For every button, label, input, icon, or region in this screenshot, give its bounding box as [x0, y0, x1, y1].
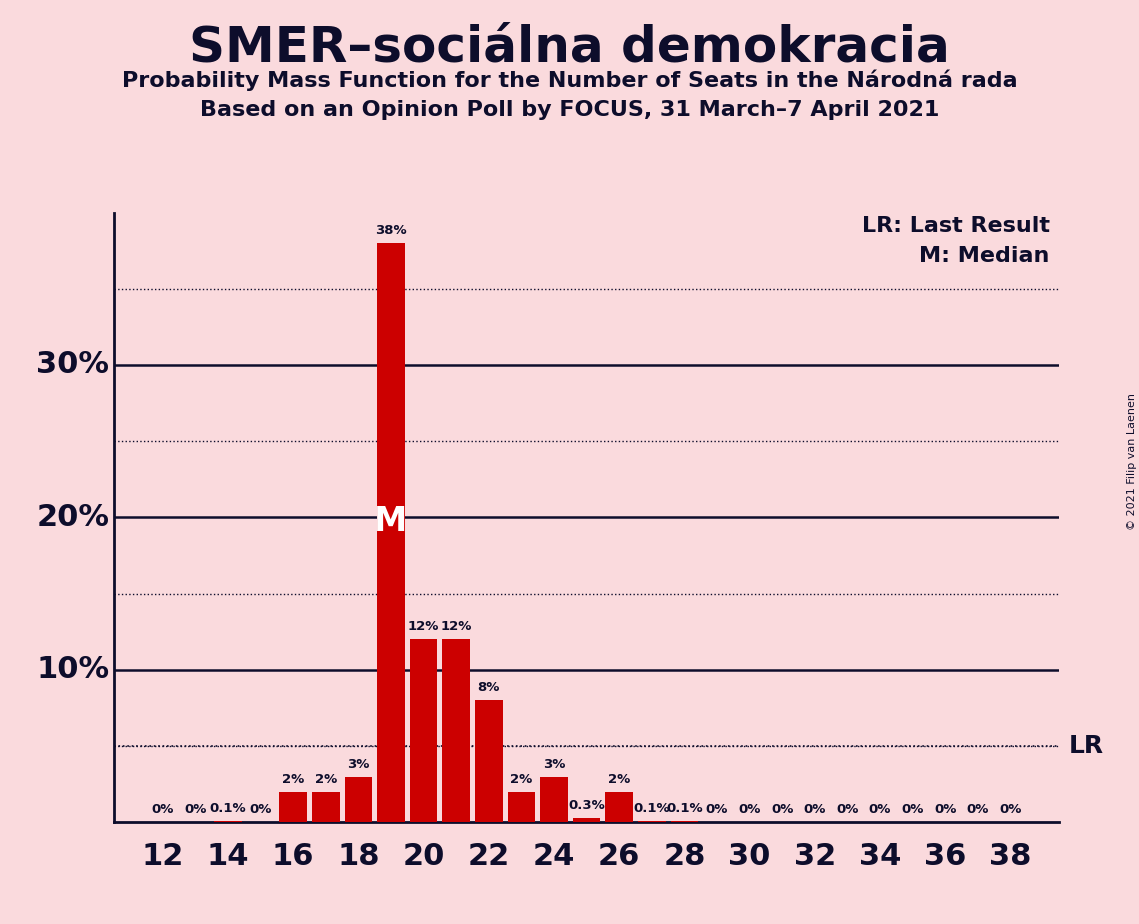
- Bar: [442, 639, 470, 822]
- Text: SMER–sociálna demokracia: SMER–sociálna demokracia: [189, 23, 950, 71]
- Text: Based on an Opinion Poll by FOCUS, 31 March–7 April 2021: Based on an Opinion Poll by FOCUS, 31 Ma…: [199, 100, 940, 120]
- Bar: [573, 818, 600, 822]
- Text: 0%: 0%: [151, 803, 174, 816]
- Text: 2%: 2%: [510, 772, 533, 785]
- Bar: [638, 821, 665, 822]
- Text: LR: Last Result: LR: Last Result: [862, 215, 1050, 236]
- Bar: [312, 792, 339, 822]
- Text: 8%: 8%: [477, 681, 500, 694]
- Bar: [605, 792, 633, 822]
- Text: 2%: 2%: [314, 772, 337, 785]
- Text: 0%: 0%: [771, 803, 794, 816]
- Text: 0.1%: 0.1%: [210, 802, 246, 815]
- Text: 0%: 0%: [804, 803, 826, 816]
- Text: 12%: 12%: [408, 620, 440, 633]
- Text: 0%: 0%: [706, 803, 728, 816]
- Text: 0%: 0%: [934, 803, 957, 816]
- Text: LR: LR: [1068, 735, 1104, 758]
- Text: 3%: 3%: [347, 758, 369, 771]
- Bar: [540, 776, 568, 822]
- Text: © 2021 Filip van Laenen: © 2021 Filip van Laenen: [1126, 394, 1137, 530]
- Bar: [344, 776, 372, 822]
- Text: 30%: 30%: [36, 350, 109, 380]
- Text: 12%: 12%: [441, 620, 472, 633]
- Text: 2%: 2%: [282, 772, 304, 785]
- Text: 0%: 0%: [999, 803, 1022, 816]
- Text: 0%: 0%: [185, 803, 206, 816]
- Text: 0%: 0%: [738, 803, 761, 816]
- Text: 0%: 0%: [836, 803, 859, 816]
- Bar: [377, 243, 404, 822]
- Text: M: Median: M: Median: [919, 246, 1050, 266]
- Text: Probability Mass Function for the Number of Seats in the Národná rada: Probability Mass Function for the Number…: [122, 69, 1017, 91]
- Text: 0.1%: 0.1%: [633, 802, 670, 815]
- Text: 0.1%: 0.1%: [666, 802, 703, 815]
- Text: 2%: 2%: [608, 772, 630, 785]
- Text: 0%: 0%: [901, 803, 924, 816]
- Bar: [279, 792, 308, 822]
- Text: 38%: 38%: [375, 224, 407, 237]
- Text: M: M: [375, 505, 408, 538]
- Text: 0%: 0%: [249, 803, 272, 816]
- Bar: [214, 821, 241, 822]
- Text: 20%: 20%: [36, 503, 109, 532]
- Bar: [508, 792, 535, 822]
- Bar: [671, 821, 698, 822]
- Text: 10%: 10%: [36, 655, 109, 685]
- Text: 3%: 3%: [543, 758, 565, 771]
- Text: 0.3%: 0.3%: [568, 798, 605, 811]
- Bar: [410, 639, 437, 822]
- Bar: [475, 700, 502, 822]
- Text: 0%: 0%: [967, 803, 989, 816]
- Text: 0%: 0%: [869, 803, 891, 816]
